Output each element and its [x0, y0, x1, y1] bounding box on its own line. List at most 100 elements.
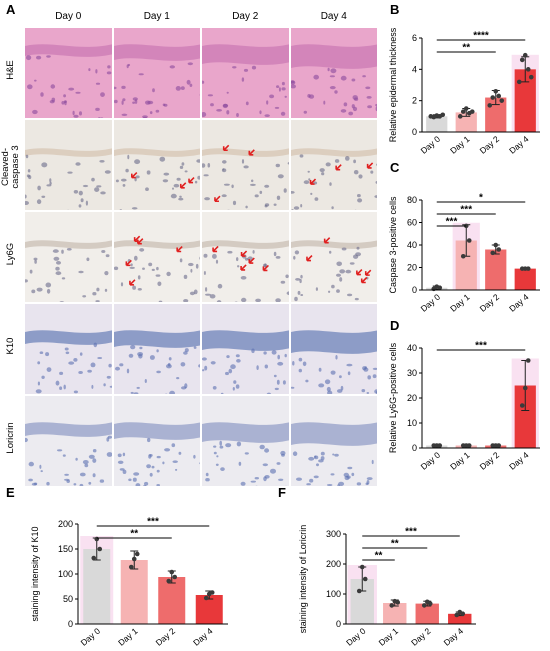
data-point [128, 564, 134, 570]
data-point [487, 103, 493, 108]
bar [383, 603, 407, 624]
micrograph-tile [201, 211, 290, 303]
x-tick-label: Day 4 [507, 134, 531, 156]
row-label-stain: K10 [5, 306, 16, 386]
panel-label-b: B [390, 2, 400, 17]
data-point [466, 238, 472, 243]
micrograph-tile [112, 211, 201, 303]
row-label-stain: Ly6G [5, 214, 16, 294]
data-point [172, 574, 178, 580]
bar [350, 579, 374, 624]
micrograph-tile [112, 119, 201, 211]
row-label-stain: Loricrin [5, 398, 16, 478]
significance-label: *** [460, 205, 472, 216]
micrograph-tile [289, 119, 378, 211]
x-tick-label: Day 0 [419, 450, 443, 472]
y-tick-label: 6 [412, 33, 417, 43]
data-point [496, 93, 502, 99]
micrograph-tile [24, 119, 113, 211]
row-label-stain: H&E [5, 30, 16, 110]
micrograph-tile [289, 395, 378, 487]
significance-label: **** [473, 31, 489, 42]
y-tick-label: 30 [407, 368, 417, 378]
x-tick-label: Day 0 [344, 626, 368, 648]
data-point [496, 247, 502, 252]
data-point [421, 603, 427, 608]
data-point [463, 106, 469, 111]
bar [415, 603, 439, 624]
data-point [209, 590, 215, 595]
micrograph-tile [201, 303, 290, 395]
data-point [166, 578, 172, 584]
significance-label: * [479, 193, 483, 204]
data-point [203, 595, 209, 601]
significance-label: ** [375, 551, 383, 562]
data-point [460, 253, 466, 259]
micrograph-tile [289, 303, 378, 395]
micrograph-tile [289, 211, 378, 303]
data-point [440, 112, 446, 118]
x-tick-label: Day 0 [419, 292, 443, 314]
panel-label-a: A [6, 2, 16, 17]
panel-label-e: E [6, 485, 15, 500]
bar [83, 549, 111, 624]
data-point [525, 358, 531, 363]
data-point [516, 79, 522, 85]
data-point [522, 385, 528, 391]
data-point [356, 588, 362, 594]
x-tick-label: Day 2 [478, 292, 502, 314]
y-tick-label: 200 [58, 519, 73, 529]
data-point [466, 443, 472, 448]
data-point [134, 551, 140, 557]
micrograph-tile [24, 303, 113, 395]
significance-label: *** [475, 341, 487, 352]
y-tick-label: 100 [326, 589, 341, 599]
data-point [437, 285, 443, 291]
x-tick-label: Day 2 [478, 134, 502, 156]
data-point [493, 242, 499, 248]
y-tick-label: 150 [58, 544, 73, 554]
data-point [94, 536, 100, 542]
bar [448, 613, 472, 624]
x-tick-label: Day 1 [448, 292, 472, 314]
x-tick-label: Day 0 [79, 626, 103, 648]
data-point [427, 601, 433, 606]
row-label-line: caspase 3 [10, 145, 21, 189]
y-axis-label: staining intensity of K10 [30, 526, 40, 621]
chart-c-caspase3: 0 20 40 60 80 Day 0 Day 1 Day 2 Day 4 Caspase 3-p… [388, 193, 540, 314]
significance-label: *** [405, 527, 417, 538]
micrograph-tile [112, 27, 201, 119]
x-tick-label: Day 2 [154, 626, 178, 648]
data-point [389, 603, 395, 608]
y-axis-label: Relative Ly6G-positive cells [388, 342, 398, 453]
bar [514, 385, 536, 448]
x-tick-label: Day 4 [191, 626, 215, 648]
chart-e-k10: 0 50 100 150 200 Day 0 Day 1 Day 2 Day 4 staining… [30, 517, 228, 648]
y-axis-label: Relative epidermal thickness [388, 27, 398, 142]
significance-label: ** [130, 529, 138, 540]
x-tick-label: Day 0 [419, 134, 443, 156]
micrograph-tile [112, 303, 201, 395]
data-point [457, 114, 463, 119]
data-point [91, 555, 97, 561]
data-point [97, 546, 103, 552]
x-tick-label: Day 1 [377, 626, 401, 648]
data-point [519, 57, 525, 63]
data-point [454, 612, 460, 618]
bar [120, 560, 148, 624]
micrograph-tile [24, 27, 113, 119]
data-point [490, 250, 496, 256]
panel-label-d: D [390, 318, 400, 333]
y-axis-label: staining intensity of Loricrin [298, 525, 308, 634]
data-point [528, 74, 534, 80]
row-label-stain: Cleaved-caspase 3 [0, 127, 21, 207]
y-tick-label: 0 [412, 127, 417, 137]
y-axis-label: Caspase 3-positive cells [388, 196, 398, 294]
data-point [460, 611, 466, 617]
y-tick-label: 40 [407, 343, 417, 353]
data-point [460, 109, 466, 114]
data-point [493, 88, 499, 94]
data-point [522, 52, 528, 58]
chart-d-ly6g: 0 10 20 30 40 Day 0 Day 1 Day 2 Day 4 Relative Ly… [388, 341, 540, 472]
x-tick-label: Day 1 [448, 134, 472, 156]
